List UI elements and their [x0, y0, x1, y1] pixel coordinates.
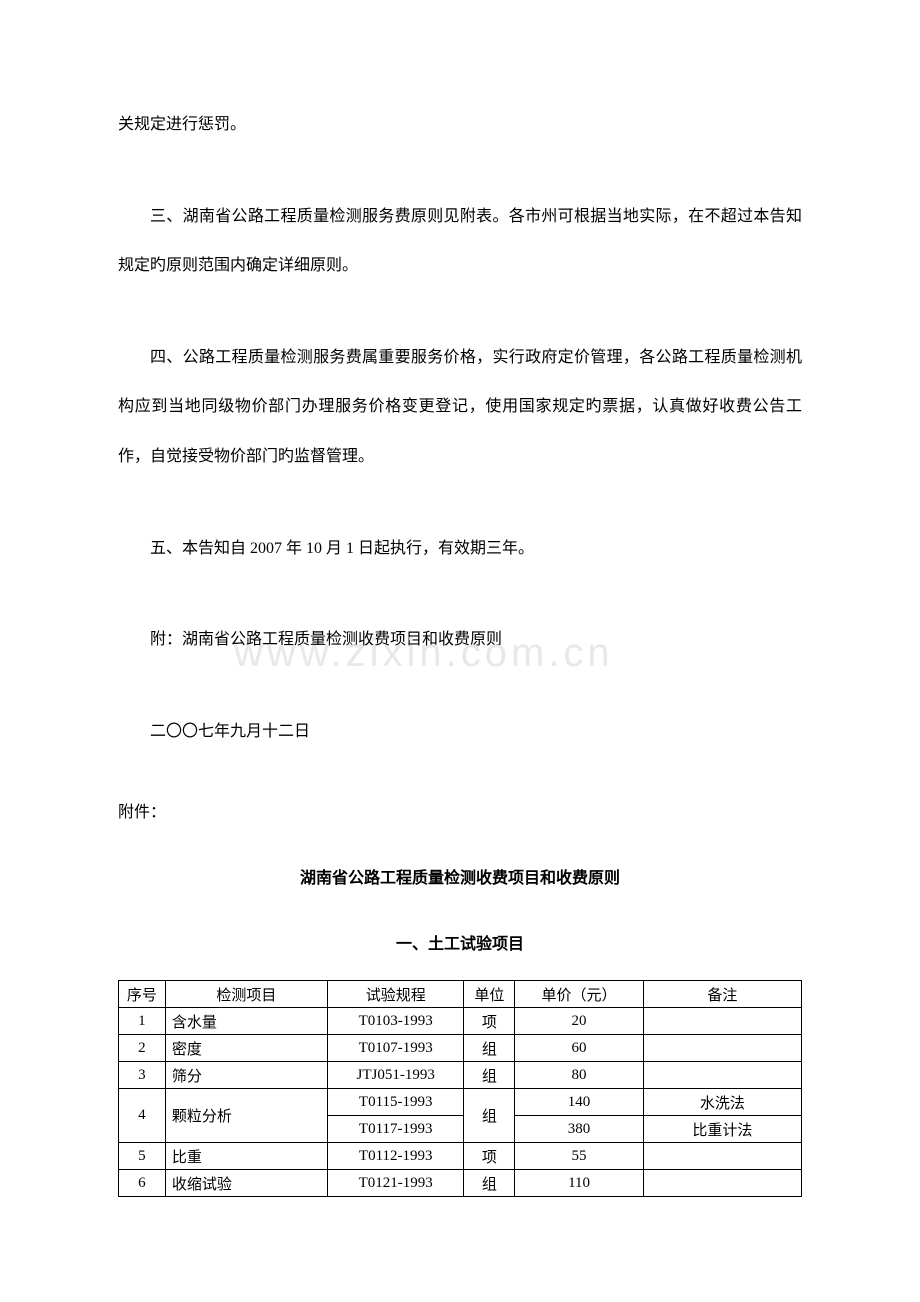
cell-note [643, 1035, 801, 1062]
cell-item: 比重 [165, 1143, 327, 1170]
cell-item: 筛分 [165, 1062, 327, 1089]
cell-seq: 4 [119, 1089, 166, 1143]
table-row: 1 含水量 T0103-1993 项 20 [119, 1008, 802, 1035]
col-header-item: 检测项目 [165, 981, 327, 1008]
fee-table: 序号 检测项目 试验规程 单位 单价（元） 备注 1 含水量 T0103-199… [118, 980, 802, 1197]
cell-spec: T0103-1993 [327, 1008, 463, 1035]
cell-seq: 6 [119, 1170, 166, 1197]
cell-spec: T0107-1993 [327, 1035, 463, 1062]
table-header-row: 序号 检测项目 试验规程 单位 单价（元） 备注 [119, 981, 802, 1008]
paragraph-3: 四、公路工程质量检测服务费属重要服务价格，实行政府定价管理，各公路工程质量检测机… [118, 333, 802, 482]
cell-note: 比重计法 [643, 1116, 801, 1143]
cell-item: 含水量 [165, 1008, 327, 1035]
cell-unit: 项 [464, 1008, 515, 1035]
col-header-unit: 单位 [464, 981, 515, 1008]
table-row: 2 密度 T0107-1993 组 60 [119, 1035, 802, 1062]
cell-seq: 1 [119, 1008, 166, 1035]
cell-price: 80 [515, 1062, 644, 1089]
section-title: 一、土工试验项目 [118, 930, 802, 954]
table-row: 3 筛分 JTJ051-1993 组 80 [119, 1062, 802, 1089]
attachment-title: 湖南省公路工程质量检测收费项目和收费原则 [118, 864, 802, 888]
cell-price: 20 [515, 1008, 644, 1035]
col-header-seq: 序号 [119, 981, 166, 1008]
paragraph-1: 关规定进行惩罚。 [118, 100, 802, 150]
col-header-spec: 试验规程 [327, 981, 463, 1008]
attachment-label: 附件： [118, 798, 802, 822]
cell-unit: 组 [464, 1170, 515, 1197]
cell-unit: 组 [464, 1062, 515, 1089]
table-row: 6 收缩试验 T0121-1993 组 110 [119, 1170, 802, 1197]
cell-item: 颗粒分析 [165, 1089, 327, 1143]
cell-seq: 5 [119, 1143, 166, 1170]
cell-seq: 2 [119, 1035, 166, 1062]
cell-item: 收缩试验 [165, 1170, 327, 1197]
cell-unit: 组 [464, 1089, 515, 1143]
cell-spec: JTJ051-1993 [327, 1062, 463, 1089]
cell-seq: 3 [119, 1062, 166, 1089]
col-header-note: 备注 [643, 981, 801, 1008]
cell-spec: T0121-1993 [327, 1170, 463, 1197]
col-header-price: 单价（元） [515, 981, 644, 1008]
cell-unit: 组 [464, 1035, 515, 1062]
cell-note [643, 1170, 801, 1197]
cell-note [643, 1062, 801, 1089]
cell-spec: T0112-1993 [327, 1143, 463, 1170]
cell-spec: T0115-1993 [327, 1089, 463, 1116]
cell-price: 55 [515, 1143, 644, 1170]
cell-price: 110 [515, 1170, 644, 1197]
cell-spec: T0117-1993 [327, 1116, 463, 1143]
paragraph-2: 三、湖南省公路工程质量检测服务费原则见附表。各市州可根据当地实际，在不超过本告知… [118, 192, 802, 291]
cell-price: 380 [515, 1116, 644, 1143]
cell-note: 水洗法 [643, 1089, 801, 1116]
paragraph-6: 二〇〇七年九月十二日 [118, 707, 802, 757]
paragraph-5: 附：湖南省公路工程质量检测收费项目和收费原则 [118, 615, 802, 665]
cell-note [643, 1143, 801, 1170]
paragraph-4: 五、本告知自 2007 年 10 月 1 日起执行，有效期三年。 [118, 524, 802, 574]
cell-price: 60 [515, 1035, 644, 1062]
table-row: 5 比重 T0112-1993 项 55 [119, 1143, 802, 1170]
cell-item: 密度 [165, 1035, 327, 1062]
cell-price: 140 [515, 1089, 644, 1116]
cell-unit: 项 [464, 1143, 515, 1170]
cell-note [643, 1008, 801, 1035]
table-row: 4 颗粒分析 T0115-1993 组 140 水洗法 [119, 1089, 802, 1116]
